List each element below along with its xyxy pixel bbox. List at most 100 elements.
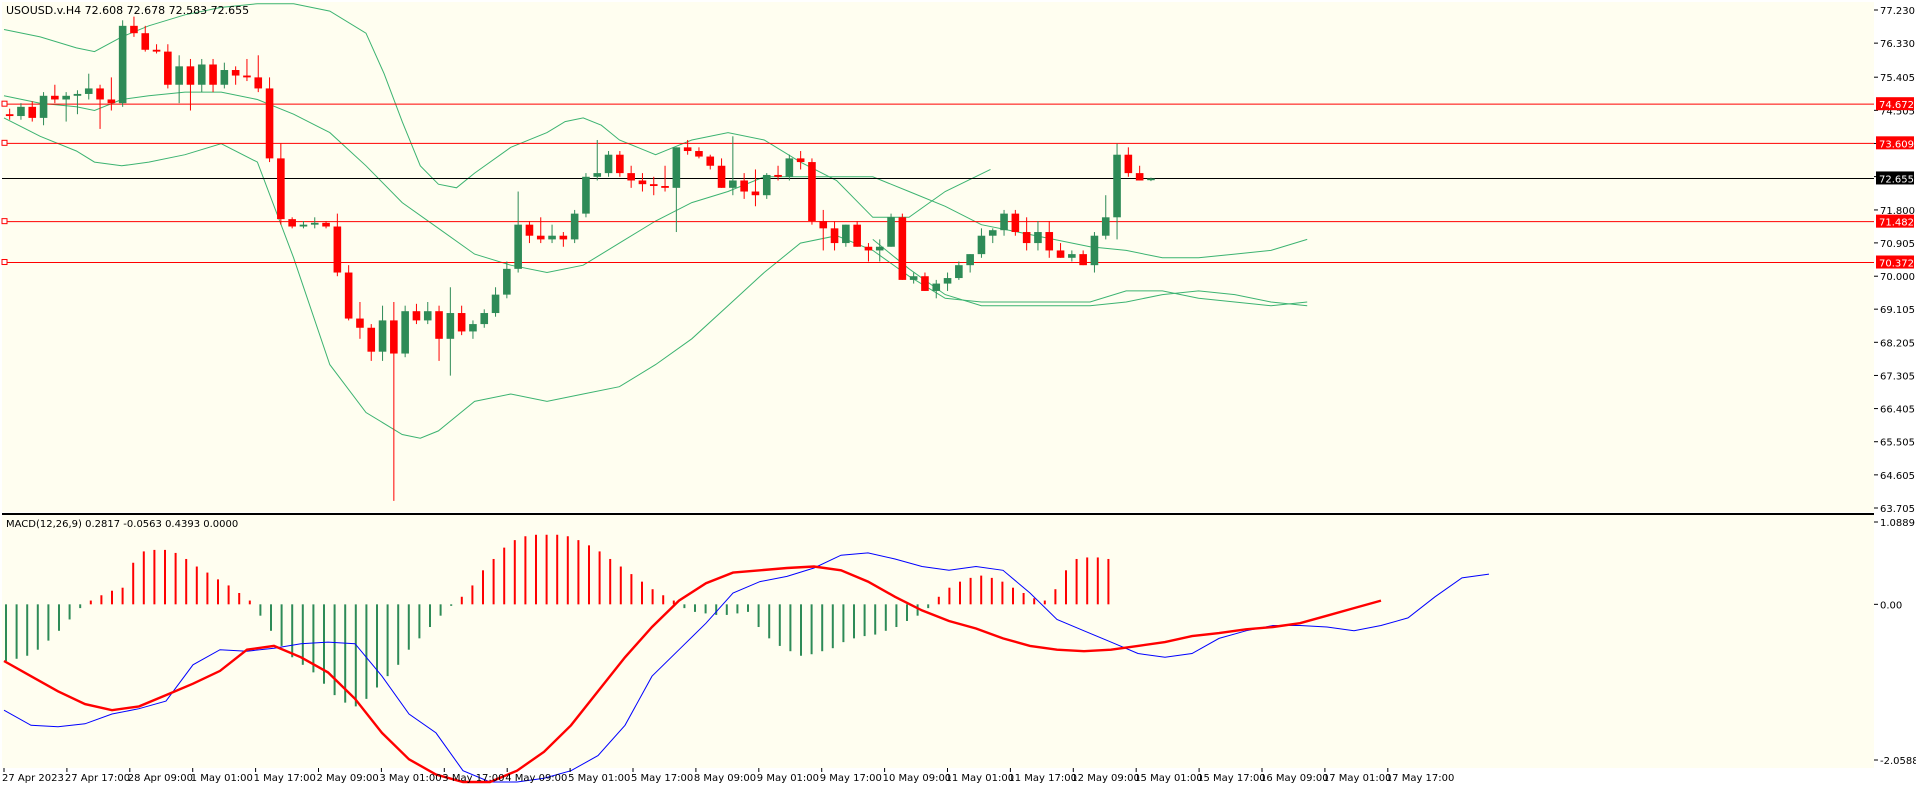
candle-body[interactable] (661, 186, 669, 188)
candle-body[interactable] (977, 235, 986, 255)
candle-body[interactable] (762, 174, 771, 196)
candle-body[interactable] (322, 222, 330, 227)
candle-body[interactable] (28, 106, 37, 118)
candle-body[interactable] (932, 283, 941, 291)
candle-body[interactable] (152, 49, 161, 52)
candle-body[interactable] (265, 88, 274, 159)
candle-body[interactable] (548, 235, 556, 240)
candle-body[interactable] (401, 311, 409, 354)
candle-body[interactable] (299, 224, 308, 227)
candle-body[interactable] (875, 246, 884, 251)
candle-body[interactable] (107, 99, 116, 104)
candle-body[interactable] (921, 276, 929, 291)
candle-body[interactable] (1113, 154, 1121, 218)
candle-body[interactable] (1090, 235, 1099, 266)
candle-body[interactable] (898, 217, 907, 280)
candle-body[interactable] (909, 276, 918, 280)
candle-body[interactable] (955, 265, 963, 279)
candle-body[interactable] (51, 95, 59, 100)
candle-body[interactable] (819, 220, 828, 229)
candle-body[interactable] (186, 66, 195, 85)
candle-body[interactable] (1079, 254, 1087, 266)
candle-body[interactable] (356, 318, 364, 328)
candles[interactable] (5, 16, 1155, 501)
candle-body[interactable] (672, 147, 681, 188)
candle-body[interactable] (706, 156, 715, 166)
candle-body[interactable] (491, 294, 500, 314)
candle-body[interactable] (729, 180, 737, 188)
candle-body[interactable] (73, 93, 82, 96)
candle-body[interactable] (649, 184, 658, 187)
candle-body[interactable] (988, 230, 997, 236)
candle-body[interactable] (39, 95, 48, 118)
candle-body[interactable] (209, 64, 217, 85)
horizontal-level-handle[interactable] (1, 100, 8, 107)
candle-body[interactable] (96, 88, 104, 100)
candle-body[interactable] (1045, 232, 1054, 251)
macd-chart-area[interactable] (2, 515, 1874, 768)
candle-body[interactable] (412, 311, 421, 321)
main-chart-area[interactable] (2, 2, 1874, 512)
candle-body[interactable] (423, 311, 432, 321)
candle-body[interactable] (1056, 250, 1065, 258)
candle-body[interactable] (435, 311, 443, 339)
candle-body[interactable] (84, 88, 93, 94)
candle-body[interactable] (1135, 173, 1144, 181)
candle-body[interactable] (480, 313, 489, 325)
candle-body[interactable] (785, 158, 794, 177)
candle-body[interactable] (197, 64, 206, 85)
candle-body[interactable] (141, 33, 150, 50)
horizontal-level-handle[interactable] (1, 259, 8, 266)
horizontal-level-handle[interactable] (1, 218, 8, 225)
candle-body[interactable] (808, 162, 816, 221)
candle-body[interactable] (796, 158, 805, 163)
horizontal-level-handle[interactable] (1, 139, 8, 146)
candle-body[interactable] (1068, 254, 1076, 258)
candle-body[interactable] (62, 95, 70, 100)
candle-body[interactable] (254, 77, 263, 89)
candle-body[interactable] (220, 70, 229, 85)
candle-body[interactable] (593, 173, 602, 177)
candle-body[interactable] (390, 320, 398, 354)
candle-body[interactable] (164, 51, 172, 85)
candle-body[interactable] (469, 324, 477, 332)
candle-body[interactable] (616, 154, 624, 174)
candle-body[interactable] (683, 147, 692, 152)
candle-body[interactable] (1034, 232, 1042, 244)
candle-body[interactable] (582, 176, 590, 214)
candle-body[interactable] (17, 106, 25, 117)
candle-body[interactable] (378, 320, 387, 352)
candle-body[interactable] (367, 327, 376, 352)
candle-body[interactable] (310, 222, 319, 225)
candle-body[interactable] (1022, 232, 1031, 244)
candle-body[interactable] (118, 25, 127, 104)
candle-body[interactable] (751, 191, 760, 196)
candle-body[interactable] (344, 272, 353, 319)
candle-body[interactable] (604, 154, 613, 174)
candle-body[interactable] (774, 174, 782, 177)
candle-body[interactable] (130, 25, 138, 34)
candle-body[interactable] (695, 151, 703, 157)
candle-body[interactable] (842, 224, 850, 244)
candle-body[interactable] (5, 114, 14, 117)
candle-body[interactable] (559, 235, 568, 240)
candle-body[interactable] (1147, 178, 1155, 181)
candle-body[interactable] (514, 224, 522, 269)
candle-body[interactable] (536, 235, 545, 240)
candle-body[interactable] (887, 217, 895, 247)
price-scale[interactable] (1874, 2, 1914, 768)
candle-body[interactable] (830, 228, 839, 244)
candle-body[interactable] (457, 313, 466, 332)
candle-body[interactable] (740, 180, 748, 192)
candle-body[interactable] (243, 75, 251, 78)
candle-body[interactable] (638, 180, 647, 185)
candle-body[interactable] (1011, 213, 1020, 233)
candle-body[interactable] (333, 226, 342, 273)
candle-body[interactable] (966, 254, 974, 266)
candle-body[interactable] (525, 224, 534, 236)
candle-body[interactable] (446, 313, 455, 339)
candle-body[interactable] (175, 66, 183, 85)
candle-body[interactable] (288, 219, 296, 227)
